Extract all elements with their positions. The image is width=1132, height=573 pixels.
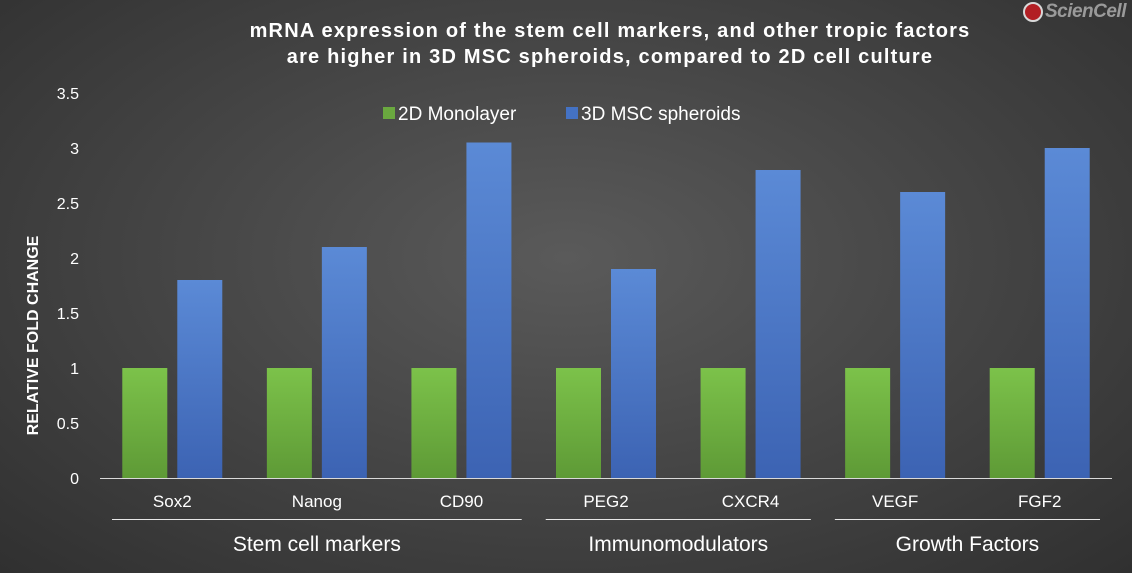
sciencell-logo-text: ScienCell	[1044, 1, 1127, 22]
y-tick-label: 0	[70, 471, 79, 488]
chart-title: mRNA expression of the stem cell markers…	[110, 18, 1110, 70]
y-tick-label: 2	[70, 251, 79, 268]
y-tick-label: 2.5	[57, 196, 79, 213]
x-tick-label-cxcr4: CXCR4	[722, 492, 780, 511]
legend: 2D Monolayer 3D MSC spheroids	[383, 104, 740, 125]
legend-swatch-2d-monolayer	[383, 107, 395, 119]
bar-2d-monolayer-cxcr4	[700, 368, 746, 478]
sciencell-logo: ScienCell	[1022, 0, 1127, 24]
bar-2d-monolayer-nanog	[266, 368, 312, 478]
group-label-stem-cell-markers: Stem cell markers	[233, 533, 401, 556]
bar-3d-msc-spheroids-peg2	[611, 269, 656, 478]
y-tick-label: 1.5	[57, 306, 79, 323]
legend-label-3d-msc-spheroids: 3D MSC spheroids	[581, 104, 740, 125]
chart-title-line-2: are higher in 3D MSC spheroids, compared…	[286, 46, 934, 68]
y-tick-label: 3.5	[57, 86, 79, 103]
bar-3d-msc-spheroids-sox2	[177, 280, 223, 478]
bar-2d-monolayer-sox2	[122, 368, 168, 478]
bar-3d-msc-spheroids-cd90	[466, 142, 512, 478]
legend-label-2d-monolayer: 2D Monolayer	[398, 104, 517, 125]
legend-swatch-3d-msc-spheroids	[566, 107, 578, 119]
x-tick-label-vegf: VEGF	[872, 492, 918, 511]
bar-3d-msc-spheroids-fgf2	[1044, 148, 1090, 478]
group-label-growth-factors: Growth Factors	[896, 533, 1040, 556]
y-tick-label: 1	[70, 361, 79, 378]
bar-2d-monolayer-peg2	[556, 368, 601, 478]
x-tick-label-peg2: PEG2	[583, 492, 628, 511]
x-tick-label-nanog: Nanog	[292, 492, 342, 511]
y-tick-label: 3	[70, 141, 79, 158]
bar-3d-msc-spheroids-cxcr4	[755, 170, 801, 478]
bar-2d-monolayer-fgf2	[989, 368, 1035, 478]
sciencell-logo-mark-icon	[1022, 2, 1043, 22]
x-tick-label-fgf2: FGF2	[1018, 492, 1061, 511]
bars	[122, 142, 1090, 478]
bar-2d-monolayer-cd90	[411, 368, 457, 478]
x-axis: Sox2 Nanog CD90 PEG2 CXCR4 VEGF FGF2 Stem cell …	[100, 478, 1112, 556]
y-axis: 0 0.5 1 1.5 2 2.5 3 3.5 RELATIVE FOLD CHANGE	[25, 86, 79, 488]
x-tick-label-sox2: Sox2	[153, 492, 192, 511]
y-axis-label: RELATIVE FOLD CHANGE	[25, 235, 42, 435]
group-label-immunomodulators: Immunomodulators	[588, 533, 768, 556]
bar-3d-msc-spheroids-vegf	[900, 192, 946, 478]
bar-3d-msc-spheroids-nanog	[321, 247, 367, 478]
y-tick-label: 0.5	[57, 416, 79, 433]
bar-2d-monolayer-vegf	[845, 368, 891, 478]
x-tick-label-cd90: CD90	[440, 492, 483, 511]
chart-title-line-1: mRNA expression of the stem cell markers…	[249, 20, 971, 42]
